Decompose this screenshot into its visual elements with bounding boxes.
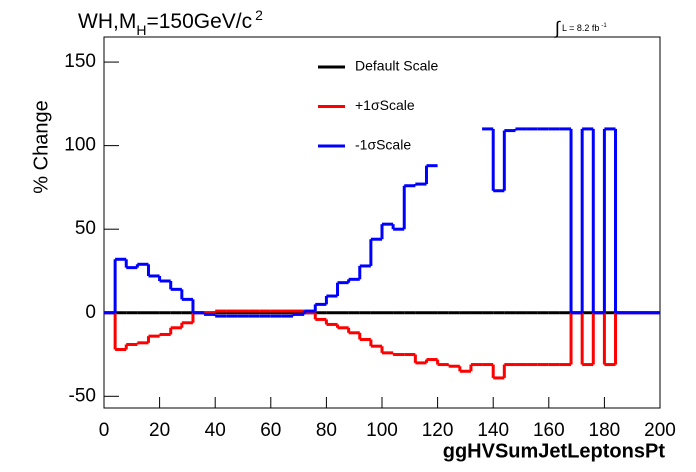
x-tick-label: 60 bbox=[260, 420, 281, 441]
y-tick-label: 100 bbox=[64, 135, 96, 156]
x-tick-label: 40 bbox=[205, 420, 226, 441]
x-tick-label: 100 bbox=[366, 420, 398, 441]
chart-title: WH,MH=150GeV/c 2 bbox=[78, 7, 263, 38]
y-tick-label: -50 bbox=[69, 385, 96, 406]
x-tick-label: 160 bbox=[533, 420, 565, 441]
y-axis-label: % Change bbox=[30, 100, 52, 193]
x-tick-label: 140 bbox=[477, 420, 509, 441]
x-tick-label: 200 bbox=[644, 420, 676, 441]
legend-label: +1σScale bbox=[355, 97, 415, 113]
x-tick-label: 120 bbox=[422, 420, 454, 441]
y-tick-label: 50 bbox=[75, 218, 96, 239]
x-tick-label: 20 bbox=[149, 420, 170, 441]
y-tick-label: 150 bbox=[64, 51, 96, 72]
legend-label: -1σScale bbox=[355, 137, 411, 153]
annotation: ∫ L = 8.2 fb -1 bbox=[553, 18, 607, 38]
y-tick-label: 0 bbox=[85, 302, 96, 323]
x-tick-label: 180 bbox=[589, 420, 621, 441]
legend-label: Default Scale bbox=[355, 58, 438, 74]
x-tick-label: 80 bbox=[316, 420, 337, 441]
x-axis-label: ggHVSumJetLeptonsPt bbox=[443, 440, 666, 462]
x-tick-label: 0 bbox=[99, 420, 110, 441]
